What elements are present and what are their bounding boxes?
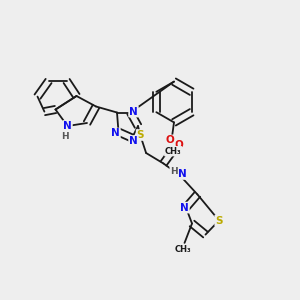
Text: H: H xyxy=(61,132,68,141)
Text: S: S xyxy=(137,130,144,140)
Text: CH₃: CH₃ xyxy=(165,147,182,156)
Text: S: S xyxy=(215,215,223,226)
Text: O: O xyxy=(166,135,175,146)
Text: N: N xyxy=(63,121,72,131)
Text: CH₃: CH₃ xyxy=(175,244,191,253)
Text: N: N xyxy=(111,128,120,139)
Text: N: N xyxy=(129,136,138,146)
Text: H: H xyxy=(170,167,178,176)
Text: O: O xyxy=(174,140,183,151)
Text: N: N xyxy=(180,202,189,213)
Text: N: N xyxy=(178,169,187,179)
Text: N: N xyxy=(129,106,138,117)
